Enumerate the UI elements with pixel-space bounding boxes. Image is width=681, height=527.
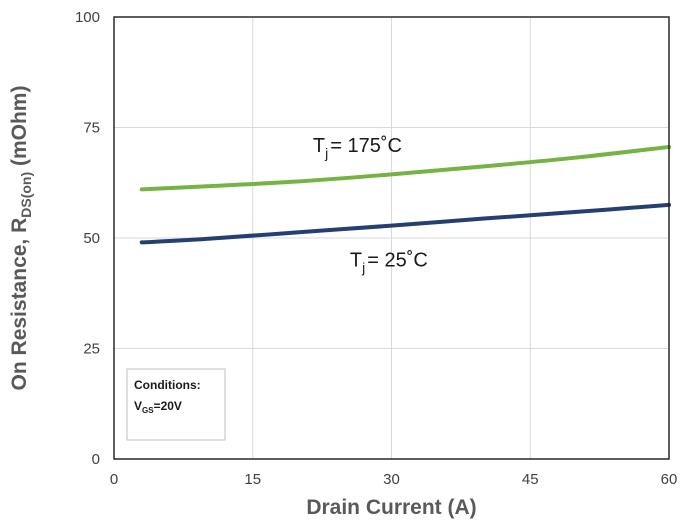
x-tick-label: 45 — [522, 471, 539, 488]
x-tick-label: 30 — [383, 471, 400, 488]
y-tick-label: 25 — [83, 341, 100, 358]
x-tick-label: 15 — [244, 471, 261, 488]
y-tick-label: 0 — [92, 451, 100, 468]
x-tick-label: 60 — [661, 471, 678, 488]
series-line-175c — [139, 144, 671, 192]
series-label-175c: Tj = 175˚C — [313, 135, 402, 161]
y-tick-label: 75 — [83, 120, 100, 137]
y-tick-label: 100 — [75, 9, 100, 26]
conditions-box: Conditions: VGS=20V — [126, 368, 226, 441]
y-axis-title: On Resistance, RDS(on) (mOhm) — [8, 86, 34, 391]
series-layer — [139, 144, 671, 245]
x-tick-label: 0 — [110, 471, 118, 488]
conditions-vgs: VGS=20V — [134, 399, 182, 415]
x-axis-title: Drain Current (A) — [306, 496, 476, 519]
plot-frame — [113, 16, 670, 460]
series-line-25c — [139, 202, 671, 245]
series-label-25c: Tj = 25˚C — [350, 250, 428, 276]
ticks: 0 15 30 45 60 0 25 50 75 100 — [75, 9, 677, 488]
y-tick-label: 50 — [83, 230, 100, 247]
conditions-title: Conditions: — [134, 378, 201, 392]
